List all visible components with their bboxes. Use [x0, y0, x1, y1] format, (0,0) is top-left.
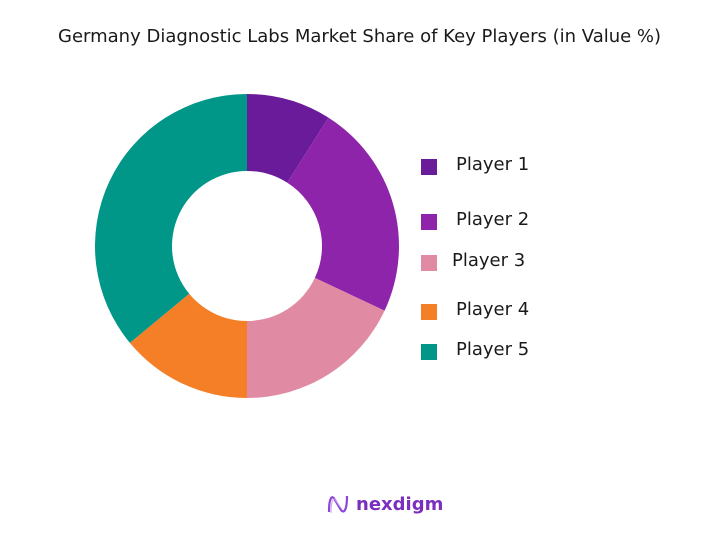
logo-text: nexdigm [356, 493, 444, 515]
legend-swatch [421, 255, 437, 271]
slice-player-1 [247, 94, 329, 183]
legend-label: Player 1 [456, 154, 530, 175]
legend-swatch [421, 344, 437, 360]
legend-label: Player 2 [456, 209, 530, 230]
slice-player-3 [247, 277, 385, 398]
nexdigm-logo-icon [327, 495, 349, 514]
slice-player-4 [129, 293, 247, 398]
legend-swatch [421, 304, 437, 320]
slice-player-2 [287, 117, 400, 311]
legend-label: Player 3 [452, 250, 526, 271]
nexdigm-logo: nexdigm [326, 492, 443, 516]
legend-label: Player 4 [456, 299, 530, 320]
chart-title: Germany Diagnostic Labs Market Share of … [58, 26, 662, 47]
slice-player-5 [94, 94, 247, 343]
legend-label: Player 5 [456, 339, 530, 360]
legend-swatch [421, 159, 437, 175]
legend-swatch [421, 214, 437, 230]
